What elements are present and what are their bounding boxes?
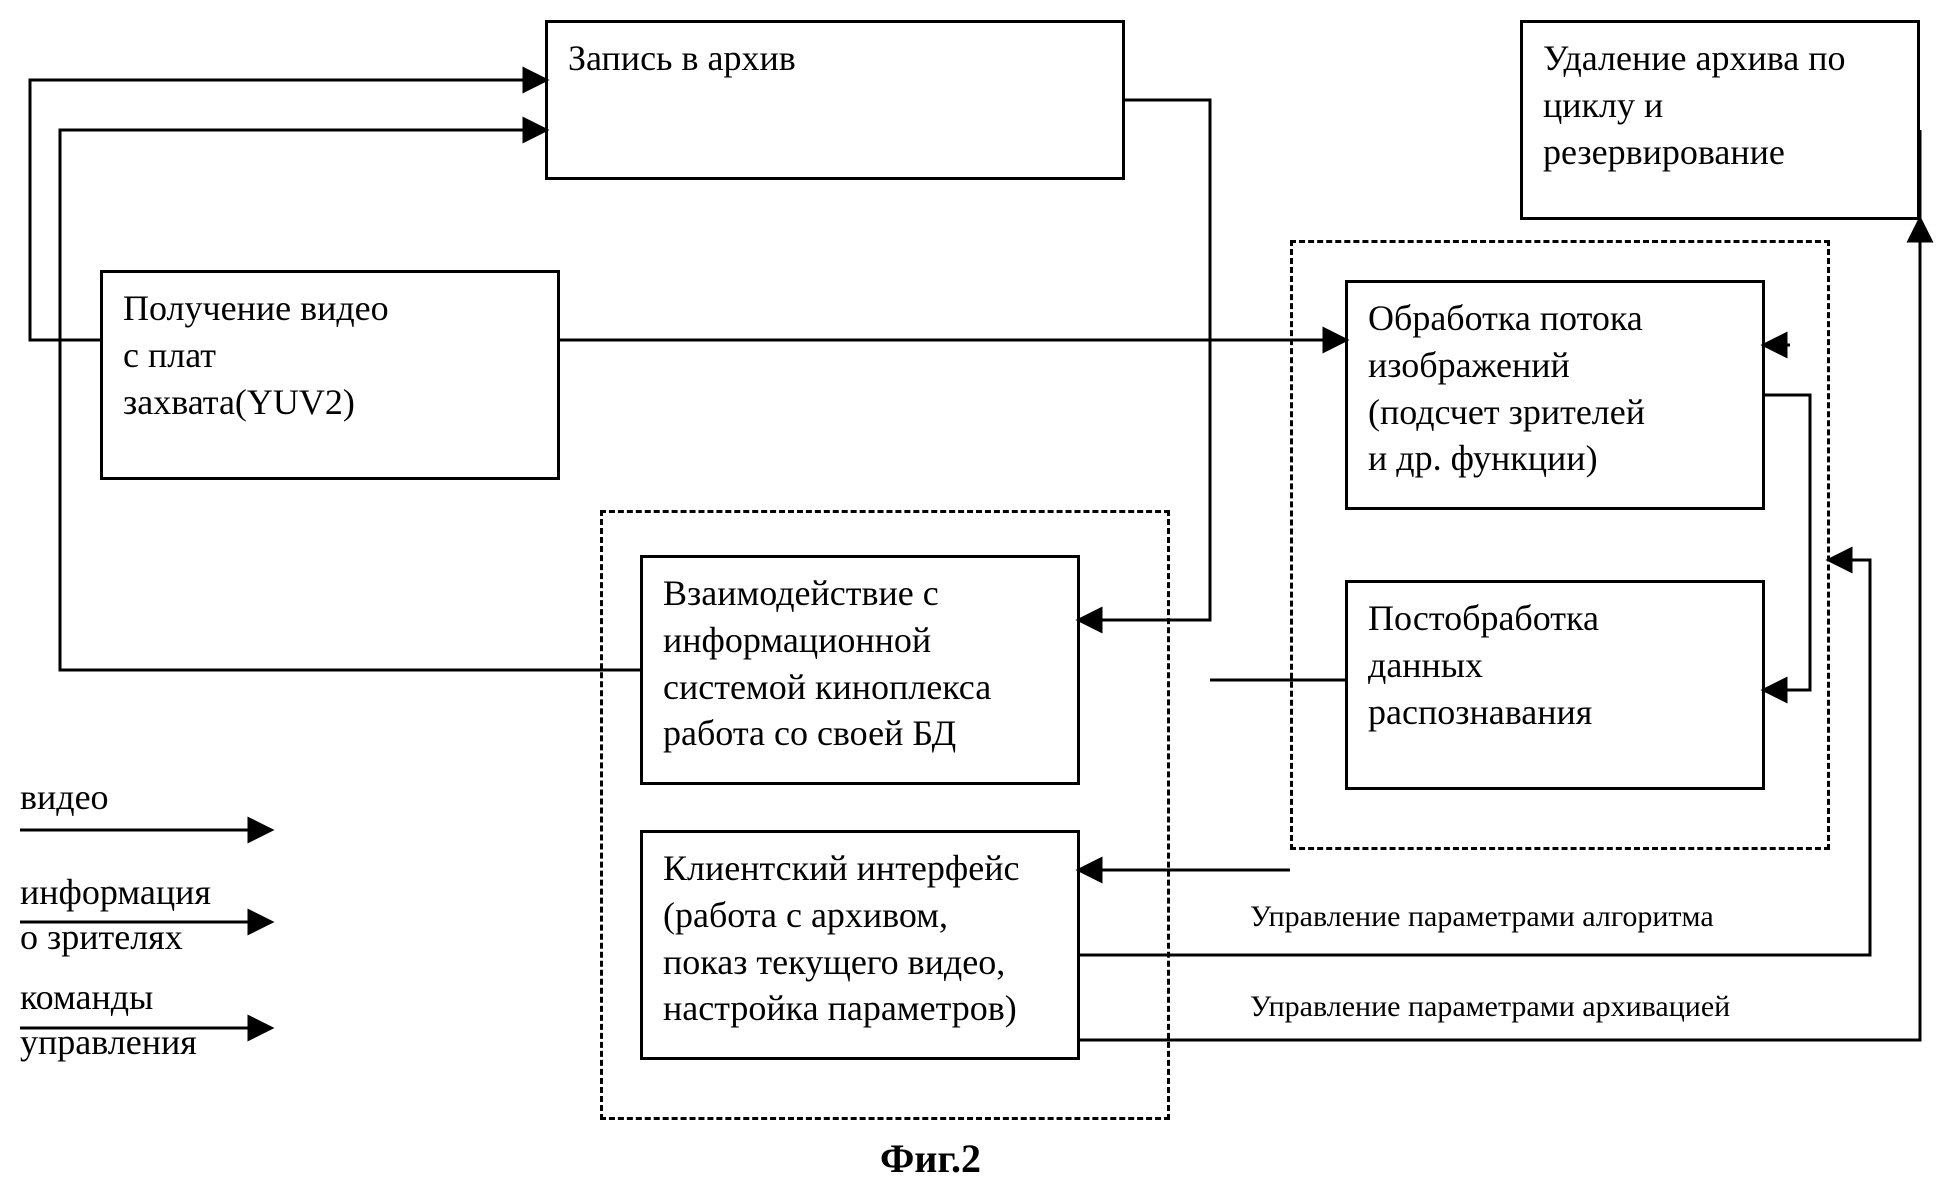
box-capture: Получение видеос платзахвата(YUV2) [100, 270, 560, 480]
legend-cmd-text1: команды [20, 977, 153, 1017]
box-processing-text: Обработка потокаизображений(подсчет зрит… [1368, 298, 1645, 478]
legend-video: видео [20, 775, 109, 820]
box-deletion-text: Удаление архива поциклу ирезервирование [1543, 38, 1846, 172]
legend-info-text2: о зрителях [20, 917, 183, 957]
legend-info-text1: информация [20, 872, 211, 912]
box-archive: Запись в архив [545, 20, 1125, 180]
figure-caption: Фиг.2 [880, 1135, 981, 1182]
box-interact-text: Взаимодействие синформационнойсистемой к… [663, 573, 991, 753]
box-processing: Обработка потокаизображений(подсчет зрит… [1345, 280, 1765, 510]
figure-caption-text: Фиг.2 [880, 1136, 981, 1181]
box-capture-text: Получение видеос платзахвата(YUV2) [123, 288, 389, 422]
legend-video-text: видео [20, 777, 109, 817]
box-interact: Взаимодействие синформационнойсистемой к… [640, 555, 1080, 785]
legend-info: информация о зрителях [20, 870, 211, 960]
box-deletion: Удаление архива поциклу ирезервирование [1520, 20, 1920, 220]
label-archive-text: Управление параметрами архивацией [1250, 990, 1730, 1023]
label-archive: Управление параметрами архивацией [1250, 990, 1730, 1024]
box-client: Клиентский интерфейс(работа с архивом,по… [640, 830, 1080, 1060]
box-archive-text: Запись в архив [568, 38, 796, 78]
box-client-text: Клиентский интерфейс(работа с архивом,по… [663, 848, 1019, 1028]
label-algo-text: Управление параметрами алгоритма [1250, 900, 1714, 933]
label-algo: Управление параметрами алгоритма [1250, 900, 1714, 934]
legend-cmd: команды управления [20, 975, 197, 1065]
box-postproc: Постобработкаданныхраспознавания [1345, 580, 1765, 790]
legend-cmd-text2: управления [20, 1022, 197, 1062]
box-postproc-text: Постобработкаданныхраспознавания [1368, 598, 1599, 732]
